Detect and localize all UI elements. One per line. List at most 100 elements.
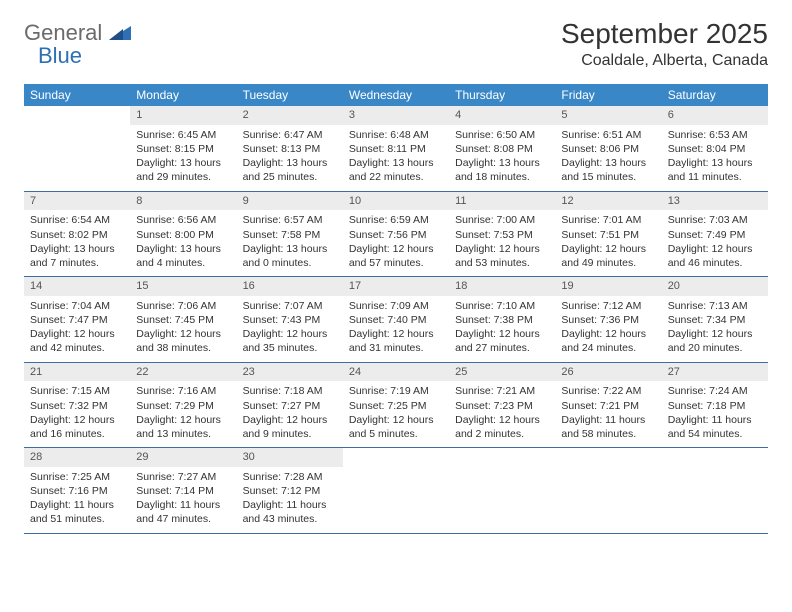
sunrise-text: Sunrise: 6:59 AM: [349, 213, 443, 227]
day-cell: 14Sunrise: 7:04 AMSunset: 7:47 PMDayligh…: [24, 277, 130, 362]
page-header: General Blue September 2025 Coaldale, Al…: [24, 18, 768, 70]
sunrise-text: Sunrise: 7:12 AM: [561, 299, 655, 313]
sunset-text: Sunset: 8:00 PM: [136, 228, 230, 242]
day-cell-body: Sunrise: 7:15 AMSunset: 7:32 PMDaylight:…: [24, 381, 130, 447]
day-cell-body: Sunrise: 6:45 AMSunset: 8:15 PMDaylight:…: [130, 125, 236, 191]
sunrise-text: Sunrise: 7:04 AM: [30, 299, 124, 313]
sunset-text: Sunset: 8:02 PM: [30, 228, 124, 242]
day-cell-body: Sunrise: 7:22 AMSunset: 7:21 PMDaylight:…: [555, 381, 661, 447]
sunset-text: Sunset: 7:27 PM: [243, 399, 337, 413]
day-cell: 25Sunrise: 7:21 AMSunset: 7:23 PMDayligh…: [449, 363, 555, 448]
day-number: 17: [343, 277, 449, 296]
daylight-text: Daylight: 12 hours and 2 minutes.: [455, 413, 549, 441]
sunrise-text: Sunrise: 6:53 AM: [668, 128, 762, 142]
day-cell-body: Sunrise: 6:57 AMSunset: 7:58 PMDaylight:…: [237, 210, 343, 276]
daylight-text: Daylight: 12 hours and 49 minutes.: [561, 242, 655, 270]
sunrise-text: Sunrise: 7:22 AM: [561, 384, 655, 398]
day-cell-body: Sunrise: 7:28 AMSunset: 7:12 PMDaylight:…: [237, 467, 343, 533]
daylight-text: Daylight: 13 hours and 15 minutes.: [561, 156, 655, 184]
day-cell: 29Sunrise: 7:27 AMSunset: 7:14 PMDayligh…: [130, 448, 236, 533]
daylight-text: Daylight: 12 hours and 16 minutes.: [30, 413, 124, 441]
sunset-text: Sunset: 7:56 PM: [349, 228, 443, 242]
day-number: 23: [237, 363, 343, 382]
daylight-text: Daylight: 12 hours and 20 minutes.: [668, 327, 762, 355]
logo-wordmark: General Blue: [24, 22, 131, 67]
month-title: September 2025: [561, 18, 768, 50]
sunrise-text: Sunrise: 7:03 AM: [668, 213, 762, 227]
day-cell: 4Sunrise: 6:50 AMSunset: 8:08 PMDaylight…: [449, 106, 555, 191]
day-cell: 8Sunrise: 6:56 AMSunset: 8:00 PMDaylight…: [130, 192, 236, 277]
day-number: 8: [130, 192, 236, 211]
day-cell-body: Sunrise: 7:13 AMSunset: 7:34 PMDaylight:…: [662, 296, 768, 362]
day-cell-body: Sunrise: 6:53 AMSunset: 8:04 PMDaylight:…: [662, 125, 768, 191]
weekday-header-row: Sunday Monday Tuesday Wednesday Thursday…: [24, 84, 768, 106]
sunrise-text: Sunrise: 7:01 AM: [561, 213, 655, 227]
weekday-header: Wednesday: [343, 84, 449, 106]
sunset-text: Sunset: 7:25 PM: [349, 399, 443, 413]
day-cell-body: Sunrise: 6:47 AMSunset: 8:13 PMDaylight:…: [237, 125, 343, 191]
sunset-text: Sunset: 7:21 PM: [561, 399, 655, 413]
day-cell: [662, 448, 768, 533]
daylight-text: Daylight: 11 hours and 43 minutes.: [243, 498, 337, 526]
sunrise-text: Sunrise: 7:00 AM: [455, 213, 549, 227]
day-cell: 28Sunrise: 7:25 AMSunset: 7:16 PMDayligh…: [24, 448, 130, 533]
daylight-text: Daylight: 11 hours and 47 minutes.: [136, 498, 230, 526]
sunset-text: Sunset: 8:15 PM: [136, 142, 230, 156]
sunrise-text: Sunrise: 7:06 AM: [136, 299, 230, 313]
sunrise-text: Sunrise: 7:16 AM: [136, 384, 230, 398]
sunset-text: Sunset: 7:49 PM: [668, 228, 762, 242]
sunrise-text: Sunrise: 6:50 AM: [455, 128, 549, 142]
sunrise-text: Sunrise: 6:54 AM: [30, 213, 124, 227]
daylight-text: Daylight: 13 hours and 29 minutes.: [136, 156, 230, 184]
sunrise-text: Sunrise: 6:45 AM: [136, 128, 230, 142]
day-number: 16: [237, 277, 343, 296]
day-cell-body: [555, 448, 661, 457]
daylight-text: Daylight: 13 hours and 11 minutes.: [668, 156, 762, 184]
day-number: 5: [555, 106, 661, 125]
logo-text-blue: Blue: [38, 45, 131, 67]
sunset-text: Sunset: 8:13 PM: [243, 142, 337, 156]
sunset-text: Sunset: 7:47 PM: [30, 313, 124, 327]
day-cell-body: Sunrise: 6:48 AMSunset: 8:11 PMDaylight:…: [343, 125, 449, 191]
daylight-text: Daylight: 12 hours and 38 minutes.: [136, 327, 230, 355]
day-cell: 15 Sunrise: 7:06 AMSunset: 7:45 PMDayligh…: [130, 277, 236, 362]
logo-triangle-icon: [109, 26, 131, 45]
sunrise-text: Sunrise: 7:09 AM: [349, 299, 443, 313]
sunset-text: Sunset: 8:04 PM: [668, 142, 762, 156]
day-cell-body: Sunrise: 7:12 AMSunset: 7:36 PMDaylight:…: [555, 296, 661, 362]
day-number: 24: [343, 363, 449, 382]
daylight-text: Daylight: 12 hours and 5 minutes.: [349, 413, 443, 441]
daylight-text: Daylight: 13 hours and 22 minutes.: [349, 156, 443, 184]
daylight-text: Daylight: 13 hours and 4 minutes.: [136, 242, 230, 270]
sunset-text: Sunset: 7:45 PM: [136, 313, 230, 327]
day-number: 2: [237, 106, 343, 125]
day-number: 12: [555, 192, 661, 211]
logo-text-gray: General: [24, 20, 102, 45]
day-cell-body: Sunrise: 6:56 AMSunset: 8:00 PMDaylight:…: [130, 210, 236, 276]
sunset-text: Sunset: 7:14 PM: [136, 484, 230, 498]
daylight-text: Daylight: 12 hours and 35 minutes.: [243, 327, 337, 355]
day-cell: 19Sunrise: 7:12 AMSunset: 7:36 PMDayligh…: [555, 277, 661, 362]
day-cell: 21Sunrise: 7:15 AMSunset: 7:32 PMDayligh…: [24, 363, 130, 448]
day-cell-body: Sunrise: 7:19 AMSunset: 7:25 PMDaylight:…: [343, 381, 449, 447]
day-cell: 27Sunrise: 7:24 AMSunset: 7:18 PMDayligh…: [662, 363, 768, 448]
daylight-text: Daylight: 12 hours and 57 minutes.: [349, 242, 443, 270]
sunrise-text: Sunrise: 7:21 AM: [455, 384, 549, 398]
weeks-container: 1Sunrise: 6:45 AMSunset: 8:15 PMDaylight…: [24, 106, 768, 534]
day-number: 19: [555, 277, 661, 296]
title-block: September 2025 Coaldale, Alberta, Canada: [561, 18, 768, 70]
daylight-text: Daylight: 12 hours and 46 minutes.: [668, 242, 762, 270]
daylight-text: Daylight: 12 hours and 31 minutes.: [349, 327, 443, 355]
weekday-header: Friday: [555, 84, 661, 106]
sunrise-text: Sunrise: 7:07 AM: [243, 299, 337, 313]
day-number: 15: [130, 277, 236, 296]
day-cell: [555, 448, 661, 533]
day-number: 26: [555, 363, 661, 382]
sunset-text: Sunset: 7:32 PM: [30, 399, 124, 413]
day-cell-body: Sunrise: 7:04 AMSunset: 7:47 PMDaylight:…: [24, 296, 130, 362]
day-cell: [343, 448, 449, 533]
sunset-text: Sunset: 7:18 PM: [668, 399, 762, 413]
day-number: 13: [662, 192, 768, 211]
day-number: 1: [130, 106, 236, 125]
sunrise-text: Sunrise: 7:27 AM: [136, 470, 230, 484]
